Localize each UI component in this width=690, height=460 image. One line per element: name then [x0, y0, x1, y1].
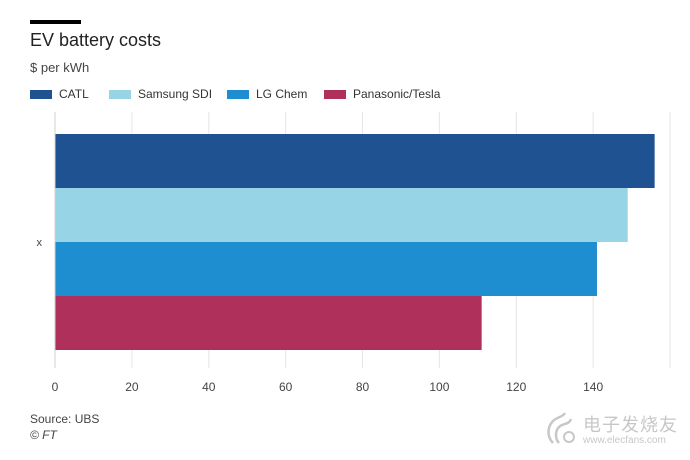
chart-title: EV battery costs: [30, 30, 162, 50]
bar-catl: [55, 134, 655, 188]
legend-swatch-lg-chem: [227, 89, 249, 99]
category-label: x: [37, 237, 43, 249]
legend: CATL Samsung SDI LG Chem Panasonic/Tesla: [30, 87, 670, 103]
bar-lg-chem: [55, 242, 597, 296]
x-tick-label-120: 120: [506, 380, 526, 394]
legend-label-lg-chem: LG Chem: [256, 87, 308, 101]
source-note: Source: UBS: [30, 412, 100, 426]
x-tick-label-140: 140: [583, 380, 603, 394]
x-tick-label-20: 20: [125, 380, 139, 394]
credit-note: © FT: [30, 428, 57, 442]
x-tick-label-100: 100: [429, 380, 449, 394]
x-tick-label-40: 40: [202, 380, 216, 394]
watermark-text: 电子发烧友: [583, 415, 678, 435]
legend-item-samsung-sdi: Samsung SDI: [109, 87, 212, 101]
watermark: 电子发烧友 www.elecfans.com: [545, 405, 685, 453]
bar-samsung-sdi: [55, 188, 628, 242]
legend-label-catl: CATL: [59, 87, 89, 101]
legend-swatch-catl: [30, 89, 52, 99]
x-tick-label-0: 0: [52, 380, 59, 394]
legend-label-samsung-sdi: Samsung SDI: [138, 87, 213, 101]
title-rule: [30, 20, 81, 24]
legend-swatch-panasonic-tesla: [324, 89, 346, 99]
legend-item-catl: CATL: [30, 87, 89, 101]
x-tick-label-80: 80: [356, 380, 370, 394]
watermark-url: www.elecfans.com: [583, 435, 666, 446]
bar-panasonic-tesla: [55, 296, 482, 350]
legend-item-lg-chem: LG Chem: [227, 87, 307, 101]
legend-swatch-samsung-sdi: [109, 89, 131, 99]
legend-item-panasonic-tesla: Panasonic/Tesla: [324, 87, 440, 101]
watermark-logo-icon: [547, 412, 575, 444]
chart-subtitle: $ per kWh: [30, 60, 90, 75]
legend-label-panasonic-tesla: Panasonic/Tesla: [353, 87, 441, 101]
x-tick-label-60: 60: [279, 380, 293, 394]
